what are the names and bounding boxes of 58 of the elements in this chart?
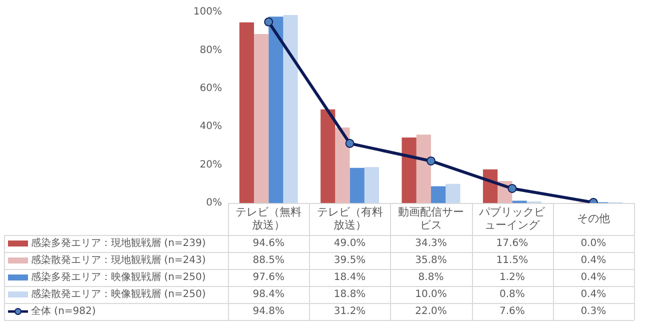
- data-label: 34.3%: [415, 238, 447, 250]
- data-label: 8.8%: [418, 272, 444, 284]
- data-label: 10.0%: [415, 289, 447, 300]
- data-label: 94.8%: [252, 306, 284, 318]
- data-label: 39.5%: [334, 255, 366, 266]
- data-label: 94.6%: [252, 238, 284, 250]
- data-label: 97.6%: [252, 272, 284, 284]
- legend-label: 感染多発エリア：映像観戦層 (n=250): [31, 271, 206, 284]
- data-label: 18.4%: [334, 272, 366, 284]
- y-tick-label: 20%: [200, 159, 222, 170]
- data-label: 18.8%: [334, 289, 366, 300]
- legend-label: 感染散発エリア：現地観戦層 (n=243): [31, 254, 206, 266]
- x-tick-label: パブリックビューイング: [478, 205, 546, 232]
- bar: [239, 22, 254, 203]
- data-label: 7.6%: [499, 306, 525, 318]
- y-tick-label: 80%: [200, 44, 222, 56]
- bar: [431, 186, 446, 203]
- legend-label: 全体 (n=982): [31, 305, 96, 318]
- data-label: 0.4%: [580, 255, 606, 266]
- bar: [283, 15, 298, 203]
- data-label: 17.6%: [496, 238, 528, 250]
- legend-label: 感染多発エリア：現地観戦層 (n=239): [31, 237, 206, 250]
- data-label: 49.0%: [334, 238, 366, 250]
- data-label: 1.2%: [499, 272, 525, 284]
- point: [426, 156, 436, 166]
- x-tick-label: その他: [576, 212, 610, 225]
- x-tick-label: テレビ（無料放送）: [236, 205, 302, 232]
- x-tick-label: 動画配信サービス: [398, 205, 464, 232]
- y-tick-label: 100%: [193, 6, 222, 18]
- bar: [402, 137, 416, 203]
- bar: [364, 167, 380, 203]
- point: [345, 138, 354, 148]
- data-label: 88.5%: [252, 255, 284, 266]
- bar: [416, 134, 431, 203]
- data-label: 22.0%: [415, 306, 447, 318]
- point: [264, 17, 274, 26]
- x-tick-label: テレビ（有料放送）: [316, 205, 383, 232]
- bar: [482, 169, 498, 203]
- point: [508, 184, 517, 193]
- data-label: 0.4%: [580, 289, 606, 300]
- y-tick-label: 60%: [200, 82, 222, 94]
- bar: [320, 109, 336, 203]
- bar: [335, 128, 350, 203]
- data-label: 0.8%: [499, 289, 525, 300]
- data-label: 35.8%: [415, 255, 447, 266]
- bar: [350, 168, 364, 203]
- bar: [446, 184, 460, 203]
- bar: [268, 16, 284, 203]
- bar: [254, 34, 269, 203]
- data-label: 31.2%: [334, 306, 366, 318]
- data-label: 11.5%: [496, 255, 528, 266]
- y-tick-label: 40%: [200, 121, 222, 132]
- data-label: 0.3%: [580, 306, 606, 318]
- data-label: 0.4%: [580, 272, 606, 284]
- y-tick-label: 0%: [206, 198, 222, 209]
- legend-label: 感染散発エリア：映像観戦層 (n=250): [31, 288, 206, 300]
- data-label: 0.0%: [580, 238, 606, 250]
- data-label: 98.4%: [252, 289, 284, 300]
